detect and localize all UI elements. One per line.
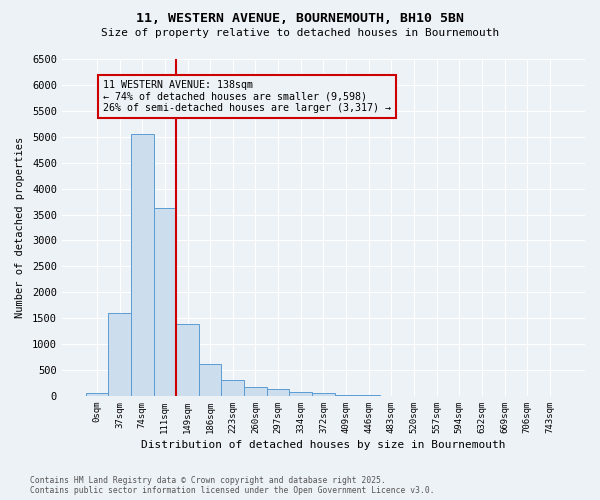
Bar: [154, 208, 176, 396]
Bar: [131, 134, 154, 396]
Bar: [335, 395, 358, 396]
X-axis label: Distribution of detached houses by size in Bournemouth: Distribution of detached houses by size …: [141, 440, 506, 450]
Text: Contains HM Land Registry data © Crown copyright and database right 2025.
Contai: Contains HM Land Registry data © Crown c…: [30, 476, 434, 495]
Text: Size of property relative to detached houses in Bournemouth: Size of property relative to detached ho…: [101, 28, 499, 38]
Bar: [221, 380, 244, 396]
Bar: [244, 387, 267, 396]
Bar: [267, 389, 289, 396]
Bar: [289, 392, 312, 396]
Bar: [86, 394, 108, 396]
Bar: [312, 394, 335, 396]
Y-axis label: Number of detached properties: Number of detached properties: [15, 137, 25, 318]
Bar: [176, 324, 199, 396]
Text: 11 WESTERN AVENUE: 138sqm
← 74% of detached houses are smaller (9,598)
26% of se: 11 WESTERN AVENUE: 138sqm ← 74% of detac…: [103, 80, 391, 113]
Bar: [108, 313, 131, 396]
Text: 11, WESTERN AVENUE, BOURNEMOUTH, BH10 5BN: 11, WESTERN AVENUE, BOURNEMOUTH, BH10 5B…: [136, 12, 464, 26]
Bar: [199, 364, 221, 396]
